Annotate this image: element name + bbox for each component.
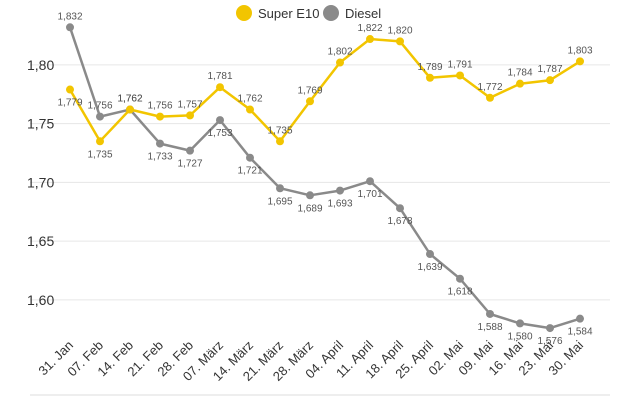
- data-label-diesel: 1,695: [267, 196, 292, 207]
- data-point-super-e10: [336, 58, 344, 67]
- data-point-diesel: [366, 177, 374, 186]
- data-label-super-e10: 1,791: [447, 59, 472, 70]
- data-label-super-e10: 1,779: [57, 98, 82, 109]
- data-label-super-e10: 1,781: [207, 71, 232, 82]
- legend-label-1: Diesel: [345, 6, 381, 21]
- data-label-diesel: 1,701: [357, 189, 382, 200]
- data-point-super-e10: [246, 105, 254, 114]
- data-label-diesel: 1,693: [327, 199, 352, 210]
- data-point-diesel: [276, 184, 284, 193]
- data-point-super-e10: [306, 97, 314, 106]
- series-line-super-e10: [68, 37, 581, 143]
- legend: Super E10 Diesel: [236, 5, 381, 21]
- data-point-super-e10: [576, 57, 584, 66]
- data-label-super-e10: 1,784: [507, 68, 532, 79]
- data-label-super-e10: 1,757: [177, 99, 202, 110]
- data-point-diesel: [456, 274, 464, 283]
- data-labels: 1,779 1,735 1,762 1,756 1,757 1,781 1,762 1,735…: [57, 11, 592, 347]
- data-point-diesel: [186, 146, 194, 155]
- data-point-super-e10: [276, 137, 284, 146]
- data-point-diesel: [486, 309, 494, 318]
- data-label-super-e10: 1,762: [237, 94, 262, 105]
- data-label-diesel: 1,753: [207, 128, 232, 139]
- data-point-diesel: [336, 186, 344, 195]
- data-label-super-e10: 1,820: [387, 25, 412, 36]
- data-label-super-e10: 1,787: [537, 64, 562, 75]
- data-point-super-e10: [66, 85, 74, 94]
- data-label-diesel: 1,733: [147, 152, 172, 163]
- data-label-super-e10: 1,769: [297, 85, 322, 96]
- data-label-super-e10: 1,772: [477, 82, 502, 93]
- y-tick-label: 1,65: [27, 233, 54, 249]
- data-point-super-e10: [366, 35, 374, 44]
- data-point-super-e10: [546, 76, 554, 85]
- data-label-diesel: 1,727: [177, 159, 202, 170]
- data-label-super-e10: 1,802: [327, 47, 352, 58]
- data-point-diesel: [156, 139, 164, 148]
- data-point-diesel: [96, 112, 104, 121]
- data-label-super-e10: 1,762: [117, 94, 142, 105]
- legend-marker-0: [236, 5, 252, 21]
- legend-marker-1: [323, 5, 339, 21]
- data-point-super-e10: [456, 71, 464, 80]
- data-point-super-e10: [516, 79, 524, 88]
- data-point-super-e10: [216, 83, 224, 92]
- data-point-diesel: [576, 314, 584, 323]
- data-point-super-e10: [186, 111, 194, 120]
- data-point-super-e10: [426, 73, 434, 82]
- data-point-diesel: [66, 23, 74, 32]
- data-label-super-e10: 1,789: [417, 62, 442, 73]
- legend-label-0: Super E10: [258, 6, 319, 21]
- data-point-diesel: [396, 204, 404, 213]
- data-label-super-e10: 1,803: [567, 45, 592, 56]
- data-label-super-e10: 1,735: [87, 149, 112, 160]
- data-point-diesel: [216, 116, 224, 125]
- data-label-diesel: 1,689: [297, 203, 322, 214]
- data-point-super-e10: [486, 93, 494, 102]
- data-point-diesel: [246, 153, 254, 162]
- series-layer: [66, 23, 584, 333]
- y-tick-label: 1,60: [27, 292, 54, 308]
- data-label-diesel: 1,639: [417, 262, 442, 273]
- data-label-diesel: 1,576: [537, 336, 562, 347]
- data-label-diesel: 1,756: [87, 101, 112, 112]
- data-label-super-e10: 1,735: [267, 125, 292, 136]
- data-point-diesel: [426, 250, 434, 259]
- series-line-diesel: [68, 26, 581, 330]
- data-label-diesel: 1,584: [567, 327, 592, 338]
- data-point-super-e10: [126, 105, 134, 114]
- data-label-diesel: 1,721: [237, 166, 262, 177]
- data-label-super-e10: 1,756: [147, 101, 172, 112]
- data-label-diesel: 1,678: [387, 216, 412, 227]
- data-point-super-e10: [396, 37, 404, 46]
- gridlines: [30, 64, 610, 301]
- data-point-diesel: [546, 324, 554, 333]
- data-point-diesel: [306, 191, 314, 200]
- data-label-super-e10: 1,822: [357, 23, 382, 34]
- y-tick-label: 1,70: [27, 174, 54, 190]
- y-tick-label: 1,80: [27, 57, 54, 73]
- data-point-super-e10: [96, 137, 104, 146]
- data-label-diesel: 1,832: [57, 11, 82, 22]
- data-label-diesel: 1,588: [477, 322, 502, 333]
- data-point-diesel: [516, 319, 524, 328]
- data-label-diesel: 1,618: [447, 287, 472, 298]
- data-label-diesel: 1,762: [117, 94, 142, 105]
- y-axis: 1,60 1,65 1,70 1,75 1,80: [27, 57, 54, 308]
- data-point-super-e10: [156, 112, 164, 121]
- data-label-diesel: 1,580: [507, 331, 532, 342]
- y-tick-label: 1,75: [27, 116, 54, 132]
